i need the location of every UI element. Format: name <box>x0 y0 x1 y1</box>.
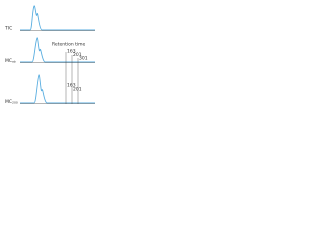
mc-ab-label: MCab <box>5 58 16 64</box>
tic-label: TIC <box>4 26 12 32</box>
marker-label: 301 <box>79 56 88 62</box>
mc-200-label: MC200 <box>5 99 18 105</box>
marker-label: 163 <box>67 49 76 55</box>
mc-200-trace <box>20 74 95 104</box>
mc-ab-trace <box>20 37 95 63</box>
chromatogram-figure: TIC Retention time MCab MC200 163 201 30… <box>4 5 95 105</box>
axis-label: Retention time <box>52 42 86 48</box>
marker-label: 201 <box>73 52 82 58</box>
marker-label: 201 <box>73 87 82 93</box>
page: {"traces": [ {"label": "TIC"}, {"label":… <box>0 0 320 112</box>
tic-trace <box>20 5 95 31</box>
marker-label: 163 <box>67 83 76 89</box>
